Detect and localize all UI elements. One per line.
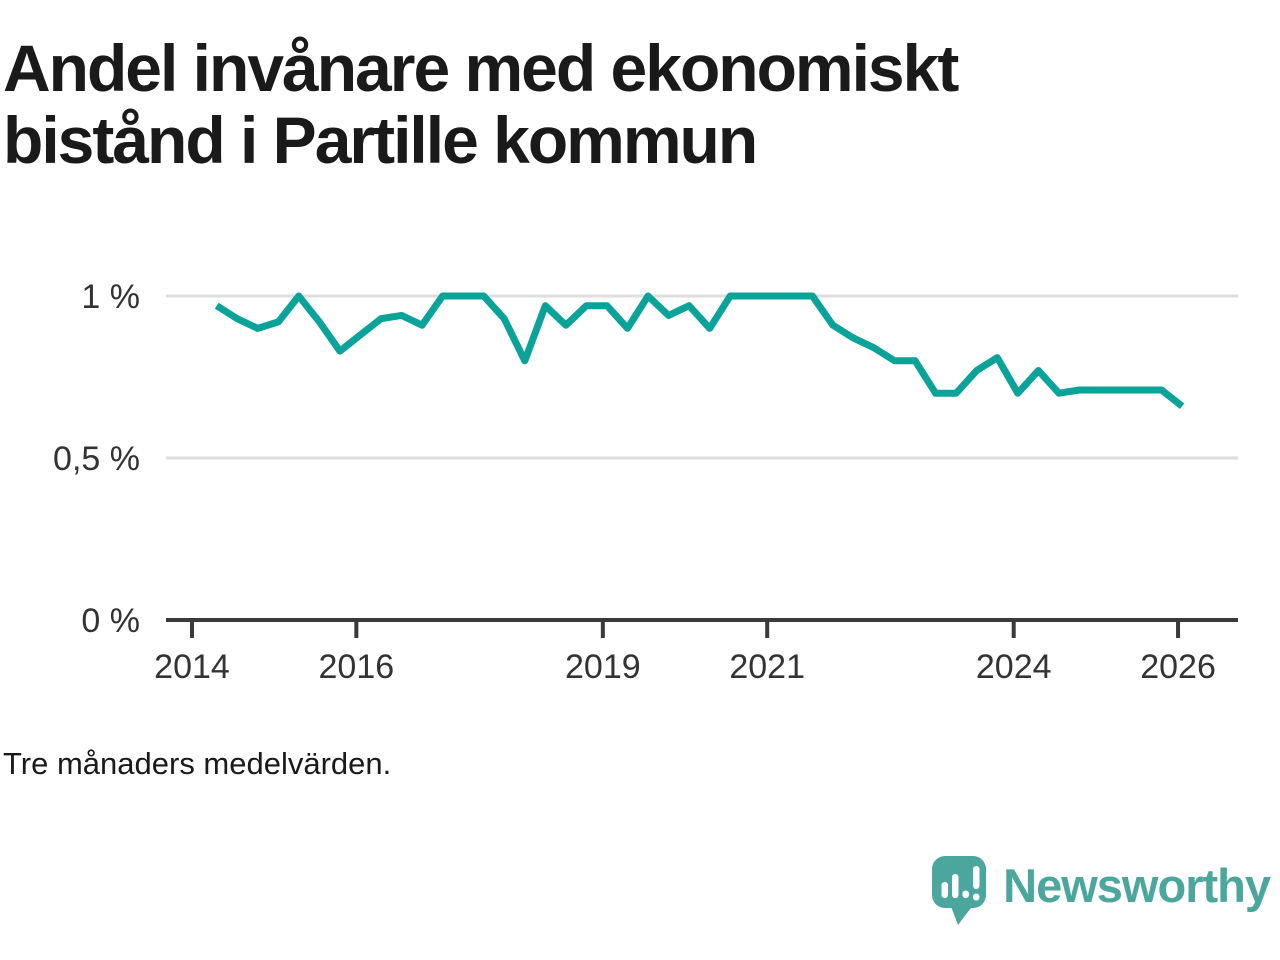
chart-footnote: Tre månaders medelvärden. — [3, 746, 392, 781]
y-tick-label: 0 % — [81, 602, 140, 640]
x-tick-label: 2014 — [154, 648, 230, 686]
x-tick-label: 2021 — [729, 648, 805, 686]
data-line — [214, 292, 1185, 409]
x-tick-label: 2026 — [1140, 648, 1216, 686]
newsworthy-logo: Newsworthy — [932, 856, 1271, 926]
chart-title: Andel invånare med ekonomiskt bistånd i … — [3, 32, 1153, 176]
x-tick-label: 2016 — [319, 648, 395, 686]
chart-title-line2: bistånd i Partille kommun — [3, 103, 758, 177]
chart-title-line1: Andel invånare med ekonomiskt — [3, 31, 959, 105]
newsworthy-icon — [932, 856, 987, 925]
newsworthy-wordmark: Newsworthy — [1003, 859, 1271, 912]
x-tick-label: 2024 — [976, 648, 1052, 686]
y-tick-label: 0,5 % — [53, 440, 140, 478]
x-tick-label: 2019 — [565, 648, 641, 686]
y-tick-label: 1 % — [81, 278, 140, 316]
